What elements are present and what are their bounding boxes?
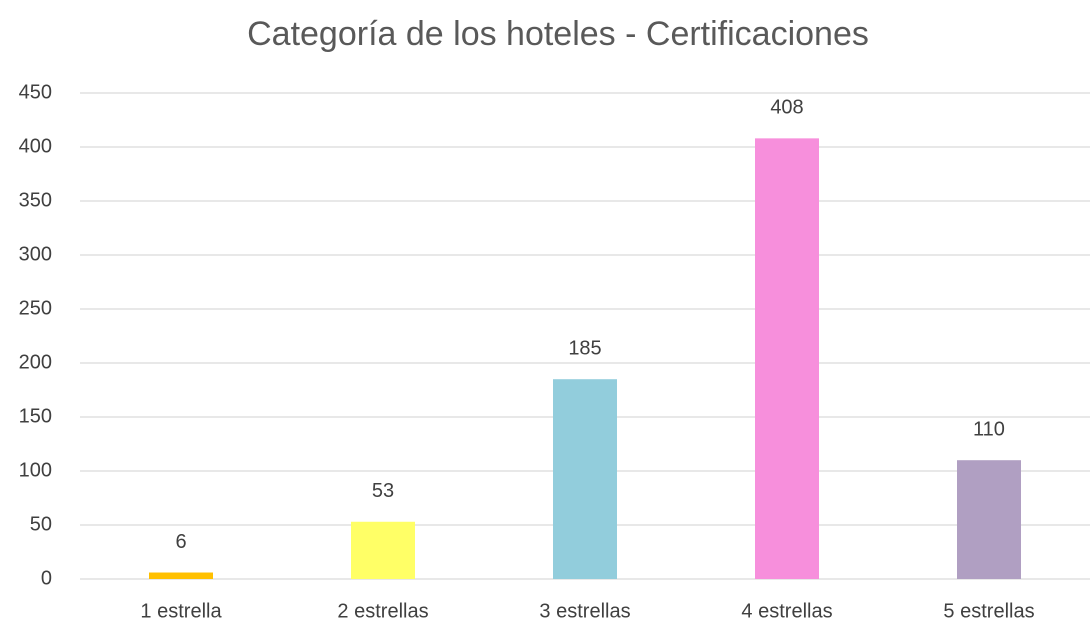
y-tick-label: 0: [41, 567, 52, 589]
y-tick-label: 400: [19, 135, 52, 157]
y-tick-label: 100: [19, 459, 52, 481]
bar: [755, 138, 819, 580]
data-label: 408: [770, 97, 803, 119]
x-tick-label: 3 estrellas: [539, 600, 630, 622]
x-tick-label: 1 estrella: [140, 600, 222, 622]
bar: [351, 521, 415, 579]
data-label: 185: [568, 337, 601, 359]
y-tick-label: 50: [30, 513, 52, 535]
x-tick-label: 4 estrellas: [741, 600, 832, 622]
bar: [553, 379, 617, 579]
data-label: 53: [372, 480, 394, 502]
data-label: 6: [175, 531, 186, 553]
bar: [957, 460, 1021, 579]
y-tick-label: 350: [19, 189, 52, 211]
data-label: 110: [973, 418, 1005, 440]
bar: [149, 572, 213, 579]
y-tick-label: 450: [19, 81, 52, 103]
x-tick-label: 5 estrellas: [943, 600, 1034, 622]
y-tick-label: 300: [19, 243, 52, 265]
y-tick-label: 250: [19, 297, 52, 319]
y-tick-label: 200: [19, 351, 52, 373]
x-tick-label: 2 estrellas: [337, 600, 428, 622]
chart-title: Categoría de los hoteles - Certificacion…: [247, 15, 869, 53]
y-tick-label: 150: [19, 405, 52, 427]
